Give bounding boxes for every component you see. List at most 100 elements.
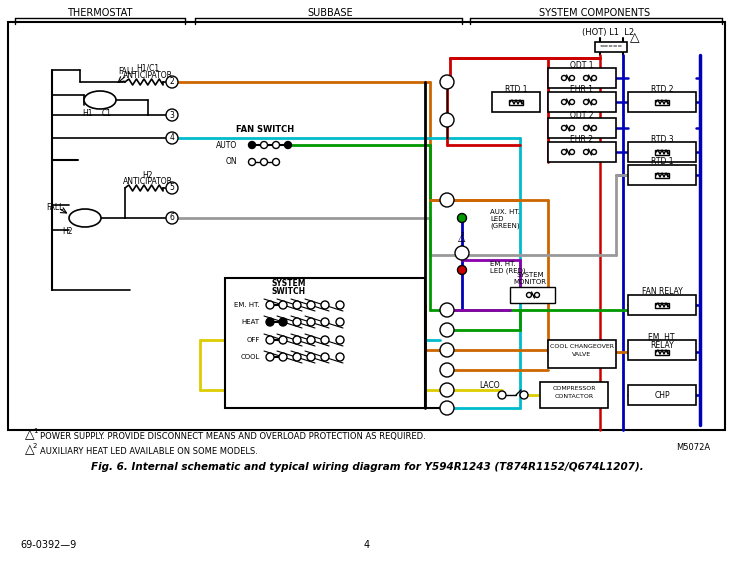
Circle shape (321, 336, 329, 344)
Text: △: △ (25, 443, 35, 456)
Ellipse shape (69, 209, 101, 227)
Text: CONTACTOR: CONTACTOR (554, 395, 594, 399)
Circle shape (266, 336, 274, 344)
Circle shape (498, 391, 506, 399)
Circle shape (321, 318, 329, 326)
Circle shape (293, 336, 301, 344)
Bar (595, 42, 627, 52)
Circle shape (584, 76, 589, 81)
Text: AUTO: AUTO (216, 141, 237, 149)
Text: 4: 4 (170, 133, 174, 143)
Text: 5: 5 (170, 183, 174, 193)
Bar (548, 142, 616, 162)
Circle shape (562, 126, 567, 130)
Circle shape (440, 383, 454, 397)
Circle shape (166, 132, 178, 144)
Circle shape (279, 353, 287, 361)
Circle shape (279, 336, 287, 344)
Text: RTD 1: RTD 1 (650, 158, 673, 167)
Text: FALL: FALL (46, 204, 64, 212)
Text: SYSTEM: SYSTEM (516, 272, 544, 278)
Bar (628, 385, 696, 405)
Bar (628, 92, 696, 112)
Bar (628, 142, 696, 162)
Circle shape (307, 353, 315, 361)
Circle shape (592, 76, 597, 81)
Bar (628, 295, 696, 315)
Text: H1/C1: H1/C1 (137, 63, 159, 73)
Circle shape (293, 353, 301, 361)
Text: AUX. HT.: AUX. HT. (490, 209, 520, 215)
Circle shape (584, 99, 589, 104)
Text: RTD 2: RTD 2 (650, 84, 673, 93)
Circle shape (166, 212, 178, 224)
Text: FAN SWITCH: FAN SWITCH (236, 126, 294, 134)
Text: COMPRESSOR: COMPRESSOR (552, 387, 596, 392)
Circle shape (592, 149, 597, 155)
Text: CHP: CHP (654, 391, 670, 399)
Circle shape (440, 303, 454, 317)
Circle shape (307, 301, 315, 309)
Text: POWER SUPPLY. PROVIDE DISCONNECT MEANS AND OVERLOAD PROTECTION AS REQUIRED.: POWER SUPPLY. PROVIDE DISCONNECT MEANS A… (40, 432, 426, 441)
Text: FALL: FALL (118, 68, 136, 77)
Bar (548, 340, 616, 368)
Text: R: R (445, 77, 450, 87)
Text: LED (RED): LED (RED) (490, 268, 526, 274)
Text: H2: H2 (143, 170, 154, 179)
Bar (655, 173, 669, 178)
Circle shape (534, 293, 539, 298)
Text: 4: 4 (364, 540, 370, 550)
Circle shape (279, 301, 287, 309)
Circle shape (279, 318, 287, 326)
Circle shape (440, 363, 454, 377)
Circle shape (440, 193, 454, 207)
Text: VALVE: VALVE (573, 353, 592, 358)
Text: LACO: LACO (480, 380, 501, 389)
Text: EM. HT.: EM. HT. (490, 261, 516, 267)
Circle shape (440, 343, 454, 357)
Bar (628, 165, 696, 185)
Text: D: D (444, 346, 450, 354)
Text: X: X (459, 249, 465, 257)
Circle shape (248, 159, 256, 166)
Circle shape (584, 126, 589, 130)
Text: B: B (445, 403, 450, 413)
Circle shape (457, 213, 467, 223)
Text: 2: 2 (170, 77, 174, 87)
Text: COOL: COOL (240, 354, 260, 360)
Text: SWITCH: SWITCH (272, 287, 306, 295)
Text: 2: 2 (33, 443, 37, 449)
Circle shape (592, 99, 597, 104)
Text: ODT 1: ODT 1 (570, 61, 594, 69)
Text: EHR 1: EHR 1 (570, 84, 593, 93)
Circle shape (562, 76, 567, 81)
Text: 1: 1 (33, 428, 37, 434)
Circle shape (266, 318, 274, 326)
Text: RTD 3: RTD 3 (650, 134, 673, 144)
Circle shape (284, 141, 292, 148)
Bar (655, 99, 669, 104)
Circle shape (457, 265, 467, 275)
Circle shape (440, 113, 454, 127)
Bar (509, 99, 523, 104)
Circle shape (166, 76, 178, 88)
Text: OFF: OFF (247, 337, 260, 343)
Text: COOL CHANGEOVER: COOL CHANGEOVER (550, 344, 614, 350)
Circle shape (260, 159, 268, 166)
Circle shape (293, 318, 301, 326)
Circle shape (336, 318, 344, 326)
Circle shape (248, 141, 256, 148)
Text: E: E (445, 365, 449, 374)
Text: ANTICIPATOR: ANTICIPATOR (123, 178, 173, 186)
Text: M5072A: M5072A (676, 443, 710, 452)
Text: RTD 1: RTD 1 (505, 84, 527, 93)
Bar (8, 22, 725, 430)
Text: C1: C1 (102, 108, 112, 118)
Text: H2: H2 (62, 227, 74, 235)
Text: △: △ (458, 233, 466, 243)
Circle shape (570, 126, 575, 130)
Bar (540, 382, 608, 408)
Circle shape (455, 246, 469, 260)
Text: W3: W3 (441, 117, 453, 123)
Text: RELAY: RELAY (650, 340, 674, 350)
